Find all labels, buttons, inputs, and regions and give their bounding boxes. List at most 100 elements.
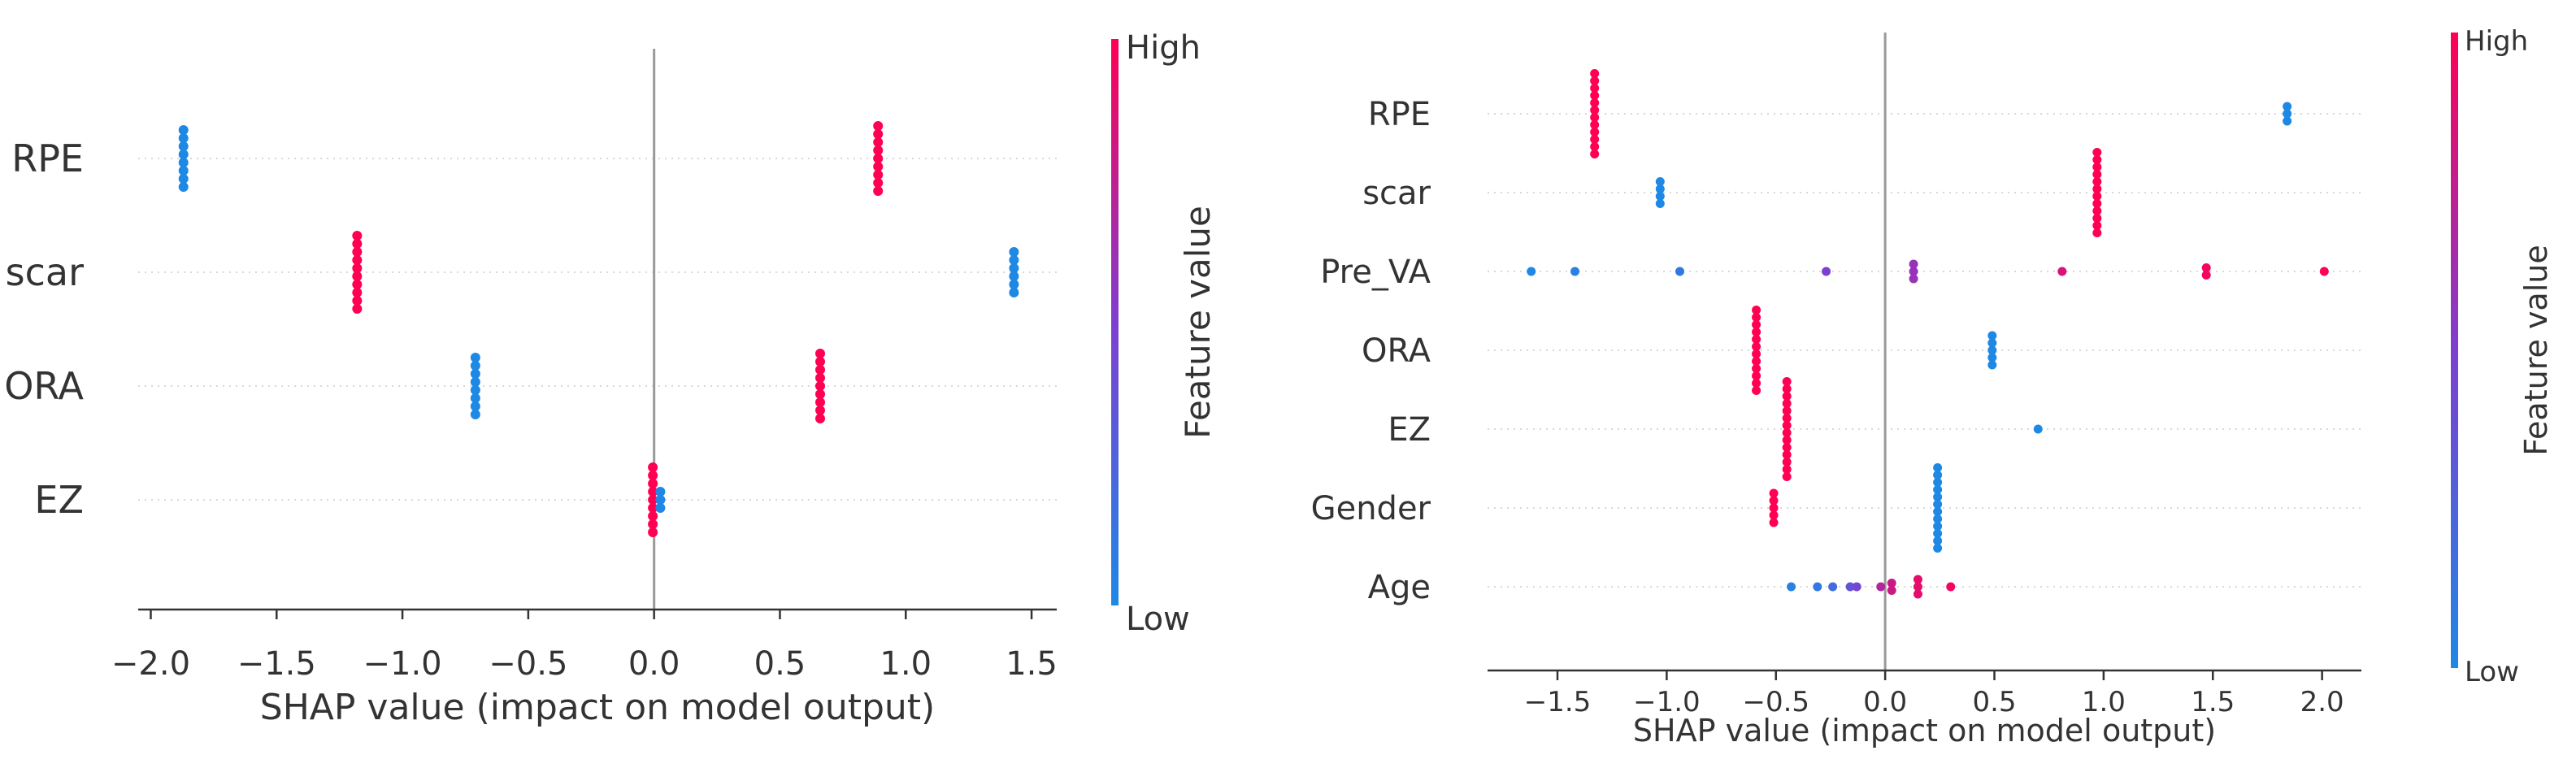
shap-point (1570, 267, 1579, 276)
shap-point (352, 247, 363, 257)
colorbar-high-label: High (1126, 29, 1201, 67)
shap-point (1887, 579, 1896, 588)
x-tick-label: 0.0 (1863, 686, 1907, 718)
shap-point (1655, 184, 1665, 193)
shap-point (1933, 463, 1943, 472)
feature-label-scar: scar (6, 250, 84, 294)
shap-point (1655, 177, 1665, 186)
shap-point (2033, 424, 2043, 434)
shap-point (1787, 582, 1796, 592)
shap-point (1813, 582, 1822, 592)
x-tick-label: −1.5 (237, 645, 316, 683)
shap-point (1822, 267, 1831, 276)
shap-point (648, 471, 658, 480)
feature-label-scar: scar (1362, 175, 1431, 212)
shap-point (1933, 492, 1943, 501)
shap-point (1933, 514, 1943, 523)
left-shap-panel: RPE scar ORA EZ −2.0 −1.5 −1.0 −0.5 0.0 0.5 1.0 1.5… (4, 29, 1218, 728)
shap-point (1009, 263, 1019, 273)
shap-point (1933, 500, 1943, 509)
shap-point (815, 414, 825, 423)
colorbar-title: Feature value (1178, 206, 1218, 439)
x-tick-label: −2.0 (111, 645, 190, 683)
shap-point (1933, 529, 1943, 538)
shap-point (1590, 91, 1600, 100)
shap-point (1782, 392, 1792, 401)
shap-point (815, 381, 825, 391)
shap-point (470, 401, 480, 411)
shap-point (1828, 582, 1838, 592)
shap-point (648, 511, 658, 521)
shap-point (655, 487, 666, 497)
shap-point (1782, 443, 1792, 452)
shap-point (2092, 199, 2102, 208)
shap-point (2092, 163, 2102, 171)
shap-point (655, 495, 666, 505)
shap-point (1752, 371, 1761, 380)
shap-point (648, 479, 658, 488)
shap-point (178, 141, 189, 151)
shap-point (2319, 267, 2329, 276)
feature-label-age: Age (1368, 569, 1431, 606)
shap-point (648, 519, 658, 529)
shap-point (1933, 544, 1943, 553)
shap-point (352, 271, 363, 281)
shap-point (1590, 106, 1600, 115)
shap-point (1782, 472, 1792, 481)
shap-point (648, 495, 658, 505)
shap-point (1913, 575, 1922, 584)
shap-point (178, 174, 189, 184)
shap-point (470, 369, 480, 379)
shap-point (655, 503, 666, 513)
x-tick-label: 0.5 (754, 645, 806, 683)
shap-point (1782, 436, 1792, 445)
shap-point (2092, 214, 2102, 223)
shap-point (648, 527, 658, 537)
shap-point (1782, 465, 1792, 474)
shap-point (1909, 259, 1918, 269)
shap-point (2201, 263, 2211, 272)
shap-point (178, 125, 189, 135)
x-tick-label: 1.5 (1006, 645, 1058, 683)
shap-point (815, 349, 825, 358)
shap-point (1590, 113, 1600, 122)
shap-point (873, 170, 884, 180)
feature-label-pre-va: Pre_VA (1320, 254, 1431, 291)
shap-point (815, 397, 825, 407)
shap-point (1782, 458, 1792, 466)
shap-point (1752, 335, 1761, 344)
shap-point (2092, 221, 2102, 230)
feature-label-ez: EZ (1388, 411, 1431, 449)
shap-point (1769, 503, 1779, 513)
shap-point (873, 154, 884, 163)
shap-point (2283, 102, 2292, 111)
shap-point (2092, 155, 2102, 164)
shap-point (352, 255, 363, 265)
x-tick-label: −1.5 (1524, 686, 1592, 718)
shap-point (1009, 255, 1019, 265)
shap-point (1590, 76, 1600, 85)
shap-point (1987, 338, 1997, 348)
shap-point (873, 186, 884, 196)
shap-point (1590, 98, 1600, 107)
shap-point (178, 150, 189, 159)
shap-point (815, 357, 825, 367)
shap-point (2092, 206, 2102, 215)
shap-point (1752, 386, 1761, 395)
shap-point (470, 410, 480, 419)
shap-point (1752, 379, 1761, 388)
shap-point (1933, 478, 1943, 487)
shap-point (1876, 582, 1886, 592)
shap-point (1933, 485, 1943, 494)
right-shap-panel: RPE scar Pre_VA ORA EZ Gender Age −1.5 −1.0 −0.5 0… (1311, 25, 2554, 748)
shap-point (2283, 116, 2292, 126)
shap-point (1852, 582, 1861, 592)
shap-point (1590, 84, 1600, 93)
shap-point (2283, 109, 2292, 119)
shap-point (1782, 450, 1792, 459)
shap-point (1752, 313, 1761, 322)
shap-point (1913, 582, 1922, 592)
shap-point (815, 373, 825, 383)
x-tick-label: 1.5 (2191, 686, 2235, 718)
shap-point (352, 263, 363, 273)
